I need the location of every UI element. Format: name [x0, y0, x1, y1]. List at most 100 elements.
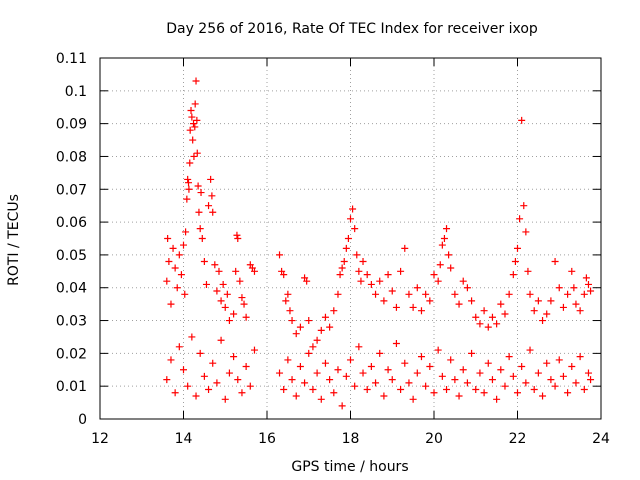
data-point: [430, 271, 438, 279]
data-point: [181, 290, 189, 298]
data-point: [409, 303, 417, 311]
plot-frame: [99, 57, 602, 420]
data-point: [250, 267, 258, 275]
data-point: [534, 297, 542, 305]
data-point: [413, 284, 421, 292]
data-point: [445, 251, 453, 259]
data-point: [509, 372, 517, 380]
data-point: [225, 317, 233, 325]
data-point: [484, 359, 492, 367]
data-point: [188, 113, 196, 121]
data-point: [530, 307, 538, 315]
data-point: [192, 392, 200, 400]
data-point: [219, 280, 227, 288]
data-point: [171, 264, 179, 272]
data-point: [286, 307, 294, 315]
data-point: [317, 326, 325, 334]
data-point: [233, 231, 241, 239]
data-point: [334, 290, 342, 298]
data-point: [584, 369, 592, 377]
y-tick-label: 0.07: [56, 182, 87, 198]
data-point: [363, 385, 371, 393]
data-point: [501, 310, 509, 318]
data-point: [163, 277, 171, 285]
x-tick-label: 24: [592, 431, 610, 447]
data-point: [440, 235, 448, 242]
data-point: [217, 297, 225, 305]
data-point: [242, 313, 250, 321]
data-point: [505, 290, 513, 298]
data-point: [559, 372, 567, 380]
data-point: [185, 185, 193, 193]
data-point: [183, 195, 191, 203]
data-point: [317, 395, 325, 403]
data-point: [438, 372, 446, 380]
data-point: [230, 310, 238, 318]
data-point: [543, 310, 551, 318]
data-point: [288, 317, 296, 325]
data-point: [582, 274, 590, 282]
data-point: [388, 287, 396, 295]
data-point: [349, 205, 357, 213]
data-point: [296, 362, 304, 370]
data-point: [463, 379, 471, 387]
data-point: [480, 389, 488, 397]
data-point: [564, 389, 572, 397]
data-point: [305, 317, 313, 325]
data-point: [221, 303, 229, 311]
data-point: [177, 271, 185, 279]
y-tick-label: 0.04: [56, 281, 87, 297]
data-point: [551, 257, 559, 265]
data-point: [547, 297, 555, 305]
data-point: [246, 382, 254, 390]
data-point: [167, 300, 175, 308]
data-point: [518, 116, 526, 124]
data-point: [484, 323, 492, 331]
data-point: [392, 303, 400, 311]
data-point: [191, 123, 199, 131]
data-point: [200, 372, 208, 380]
data-point: [451, 376, 459, 384]
data-point: [520, 202, 528, 210]
y-axis-label: ROTI / TECUs: [6, 194, 22, 286]
data-point: [587, 287, 595, 295]
data-point: [551, 382, 559, 390]
data-point: [493, 395, 501, 403]
data-point: [455, 392, 463, 400]
x-tick-label: 20: [425, 431, 443, 447]
data-point: [516, 215, 524, 223]
data-point: [580, 290, 588, 298]
y-tick-label: 0.09: [56, 117, 87, 133]
data-point: [195, 208, 203, 216]
data-point: [417, 353, 425, 361]
data-point: [353, 251, 361, 259]
data-point: [242, 362, 250, 370]
data-point: [288, 376, 296, 384]
data-point: [511, 257, 519, 265]
data-point: [213, 287, 221, 295]
data-point: [321, 313, 329, 321]
data-point: [434, 346, 442, 354]
x-tick-label: 16: [258, 431, 276, 447]
data-point: [397, 267, 405, 275]
data-point: [250, 346, 258, 354]
data-point: [497, 300, 505, 308]
data-point: [282, 297, 290, 305]
data-point: [182, 228, 190, 236]
data-point: [587, 376, 595, 384]
data-point: [359, 257, 367, 265]
data-point: [326, 376, 334, 384]
data-point: [468, 297, 476, 305]
data-point: [347, 356, 354, 364]
data-point: [359, 369, 367, 377]
data-point: [215, 267, 223, 275]
data-point: [351, 225, 359, 233]
data-point: [392, 340, 400, 348]
data-point: [207, 175, 215, 183]
data-point: [205, 385, 213, 393]
data-point: [518, 362, 526, 370]
y-tick-label: 0.05: [56, 248, 87, 264]
data-point: [303, 277, 311, 285]
data-point: [189, 136, 197, 144]
data-point: [384, 271, 392, 279]
